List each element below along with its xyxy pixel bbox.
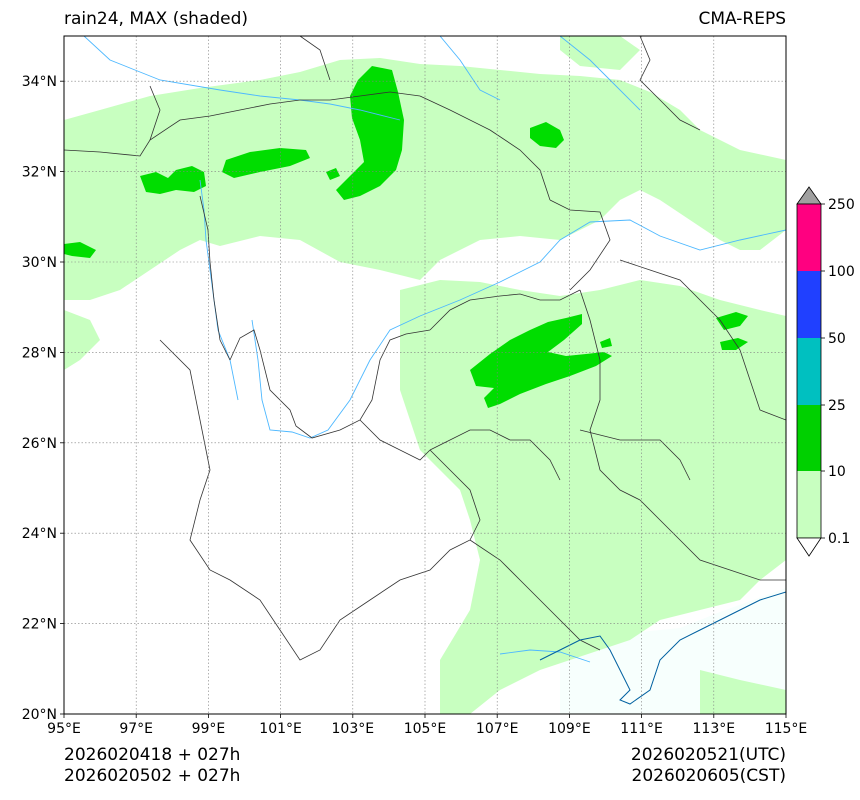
x-tick-label: 107°E — [476, 721, 519, 737]
init-time-utc: 2026020418 + 027h — [64, 745, 241, 765]
x-tick-label: 101°E — [259, 721, 302, 737]
colorbar-segment-25-50 — [797, 338, 821, 405]
y-tick-label: 20°N — [22, 707, 57, 723]
x-tick-label: 97°E — [119, 721, 153, 737]
map-title: rain24, MAX (shaded) — [64, 9, 249, 29]
colorbar-segment-50-100 — [797, 271, 821, 338]
colorbar-label: 250 — [828, 197, 855, 213]
x-tick-label: 105°E — [404, 721, 447, 737]
longitude-axis: 95°E 97°E 99°E 101°E 103°E 105°E 107°E 109°E 111… — [47, 714, 807, 737]
colorbar: 250 100 50 25 10 0.1 — [796, 186, 855, 557]
y-tick-label: 32°N — [22, 165, 57, 181]
y-tick-label: 26°N — [22, 436, 57, 452]
x-tick-label: 115°E — [765, 721, 808, 737]
colorbar-label: 25 — [828, 398, 846, 414]
colorbar-over-arrow — [796, 186, 822, 205]
coastline — [539, 591, 786, 705]
colorbar-segment-10-25 — [797, 405, 821, 471]
y-tick-label: 22°N — [22, 617, 57, 633]
x-tick-label: 95°E — [47, 721, 81, 737]
colorbar-label: 100 — [828, 264, 855, 280]
latitude-axis: 34°N 32°N 30°N 28°N 26°N 24°N 22°N 20°N — [22, 74, 64, 723]
y-tick-label: 24°N — [22, 526, 57, 542]
init-time-cst: 2026020502 + 027h — [64, 766, 241, 786]
colorbar-label: 10 — [828, 464, 846, 480]
valid-time-cst: 2026020605(CST) — [631, 766, 786, 786]
model-name: CMA-REPS — [698, 9, 786, 29]
colorbar-label: 50 — [828, 331, 846, 347]
x-tick-label: 103°E — [332, 721, 375, 737]
x-tick-label: 99°E — [192, 721, 226, 737]
valid-time-utc: 2026020521(UTC) — [630, 745, 786, 765]
colorbar-label: 0.1 — [828, 531, 850, 547]
province-borders — [64, 36, 786, 661]
y-tick-label: 30°N — [22, 255, 57, 271]
x-tick-label: 113°E — [693, 721, 736, 737]
y-tick-label: 34°N — [22, 74, 57, 90]
y-tick-label: 28°N — [22, 345, 57, 361]
colorbar-segment-0.1-10 — [797, 471, 821, 538]
graticule — [64, 36, 786, 714]
colorbar-under-arrow — [796, 537, 822, 557]
colorbar-segment-100-250 — [797, 204, 821, 271]
x-tick-label: 109°E — [548, 721, 591, 737]
x-tick-label: 111°E — [620, 721, 663, 737]
